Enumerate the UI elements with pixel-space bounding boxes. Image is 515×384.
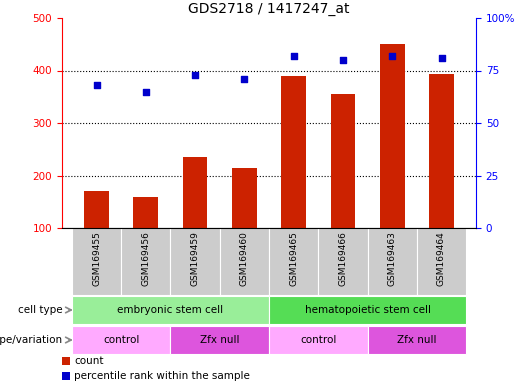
Bar [72, 296, 269, 324]
Text: cell type: cell type [19, 305, 63, 315]
Bar [72, 326, 170, 354]
Title: GDS2718 / 1417247_at: GDS2718 / 1417247_at [188, 2, 350, 16]
Point [388, 53, 397, 59]
Text: control: control [103, 335, 140, 345]
Bar [368, 228, 417, 295]
Text: Zfx null: Zfx null [397, 335, 437, 345]
Bar [170, 228, 220, 295]
Text: GSM169466: GSM169466 [338, 231, 348, 286]
Point [339, 57, 347, 63]
Text: GSM169464: GSM169464 [437, 231, 446, 286]
Text: GSM169455: GSM169455 [92, 231, 101, 286]
Text: GSM169460: GSM169460 [240, 231, 249, 286]
Bar [380, 44, 405, 228]
Bar [220, 228, 269, 295]
Text: Zfx null: Zfx null [200, 335, 239, 345]
Text: GSM169459: GSM169459 [191, 231, 200, 286]
Text: count: count [74, 356, 104, 366]
Text: GSM169463: GSM169463 [388, 231, 397, 286]
Bar [269, 228, 318, 295]
Text: hematopoietic stem cell: hematopoietic stem cell [304, 305, 431, 315]
Bar [62, 372, 70, 380]
Point [437, 55, 445, 61]
Bar [318, 228, 368, 295]
Bar [84, 191, 109, 228]
Text: genotype/variation: genotype/variation [0, 335, 63, 345]
Point [142, 88, 150, 94]
Bar [281, 76, 306, 228]
Bar [368, 326, 466, 354]
Bar [170, 326, 269, 354]
Point [191, 72, 199, 78]
Text: control: control [300, 335, 336, 345]
Text: embryonic stem cell: embryonic stem cell [117, 305, 224, 315]
Bar [269, 296, 466, 324]
Point [240, 76, 248, 82]
Point [289, 53, 298, 59]
Point [92, 82, 100, 88]
Bar [183, 157, 208, 228]
Bar [72, 228, 121, 295]
Bar [121, 228, 170, 295]
Text: percentile rank within the sample: percentile rank within the sample [74, 371, 250, 381]
Bar [133, 197, 158, 228]
Bar [331, 94, 355, 228]
Bar [417, 228, 466, 295]
Bar [269, 326, 368, 354]
Text: GSM169456: GSM169456 [141, 231, 150, 286]
Text: GSM169465: GSM169465 [289, 231, 298, 286]
Bar [429, 74, 454, 228]
Bar [62, 357, 70, 365]
Bar [232, 168, 256, 228]
